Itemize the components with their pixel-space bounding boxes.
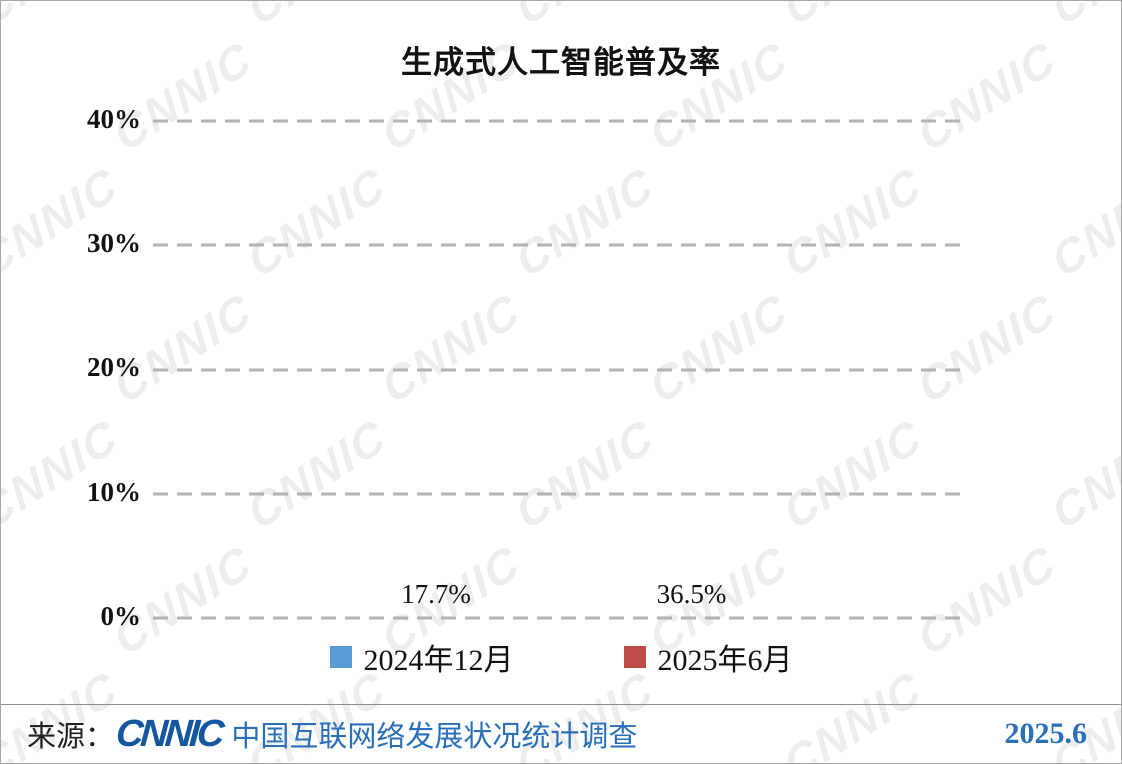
- source-prefix-label: 来源：: [27, 721, 115, 753]
- footer-date: 2025.6: [1004, 717, 1088, 750]
- watermark-text: CNNIC: [239, 1, 394, 37]
- legend-label-2024-12: 2024年12月: [363, 644, 514, 677]
- footer-source: 来源： CNNIC 中国互联网络发展状况统计调查: [27, 713, 637, 756]
- watermark-text: CNNIC: [0, 156, 126, 288]
- watermark-text: CNNIC: [1043, 408, 1122, 540]
- y-tick-40: 40%: [87, 104, 141, 134]
- watermark-text: CNNIC: [1043, 1, 1121, 37]
- y-tick-10: 10%: [87, 477, 141, 507]
- gridline-10: [153, 492, 965, 496]
- y-tick-30: 30%: [87, 228, 141, 258]
- bar-group-2024-12: 17.7%: [329, 579, 543, 618]
- legend-swatch-red: [623, 646, 646, 668]
- bar-value-label-2024-12: 17.7%: [401, 579, 471, 609]
- bar-value-label-2025-6: 36.5%: [656, 579, 727, 609]
- legend-item-2025-6: 2025年6月: [623, 635, 793, 679]
- watermark-text: CNNIC: [0, 408, 126, 540]
- source-text: 中国互联网络发展状况统计调查: [231, 721, 638, 753]
- gridline-20: [153, 368, 965, 371]
- bar-group-2025-6: 36.5%: [584, 579, 799, 618]
- y-tick-20: 20%: [87, 352, 141, 382]
- watermark-text: CNNIC: [1, 1, 126, 37]
- watermark-text: CNNIC: [507, 1, 662, 37]
- gridline-40: [153, 119, 965, 123]
- legend-label-2025-6: 2025年6月: [657, 644, 793, 677]
- watermark-text: CNNIC: [1043, 156, 1122, 288]
- gridline-0: [153, 616, 965, 620]
- chart-title: 生成式人工智能普及率: [401, 45, 721, 80]
- legend: 2024年12月 2025年6月: [1, 635, 1121, 679]
- legend-swatch-blue: [329, 646, 352, 668]
- legend-item-2024-12: 2024年12月: [329, 635, 514, 679]
- y-tick-0: 0%: [100, 601, 142, 631]
- plot-area: 17.7% 36.5%: [153, 119, 965, 620]
- cnnic-logo: CNNIC: [114, 712, 223, 755]
- footer: 来源： CNNIC 中国互联网络发展状况统计调查 2025.6: [1, 704, 1121, 763]
- watermark-text: CNNIC: [775, 1, 930, 37]
- gridline-30: [153, 243, 965, 247]
